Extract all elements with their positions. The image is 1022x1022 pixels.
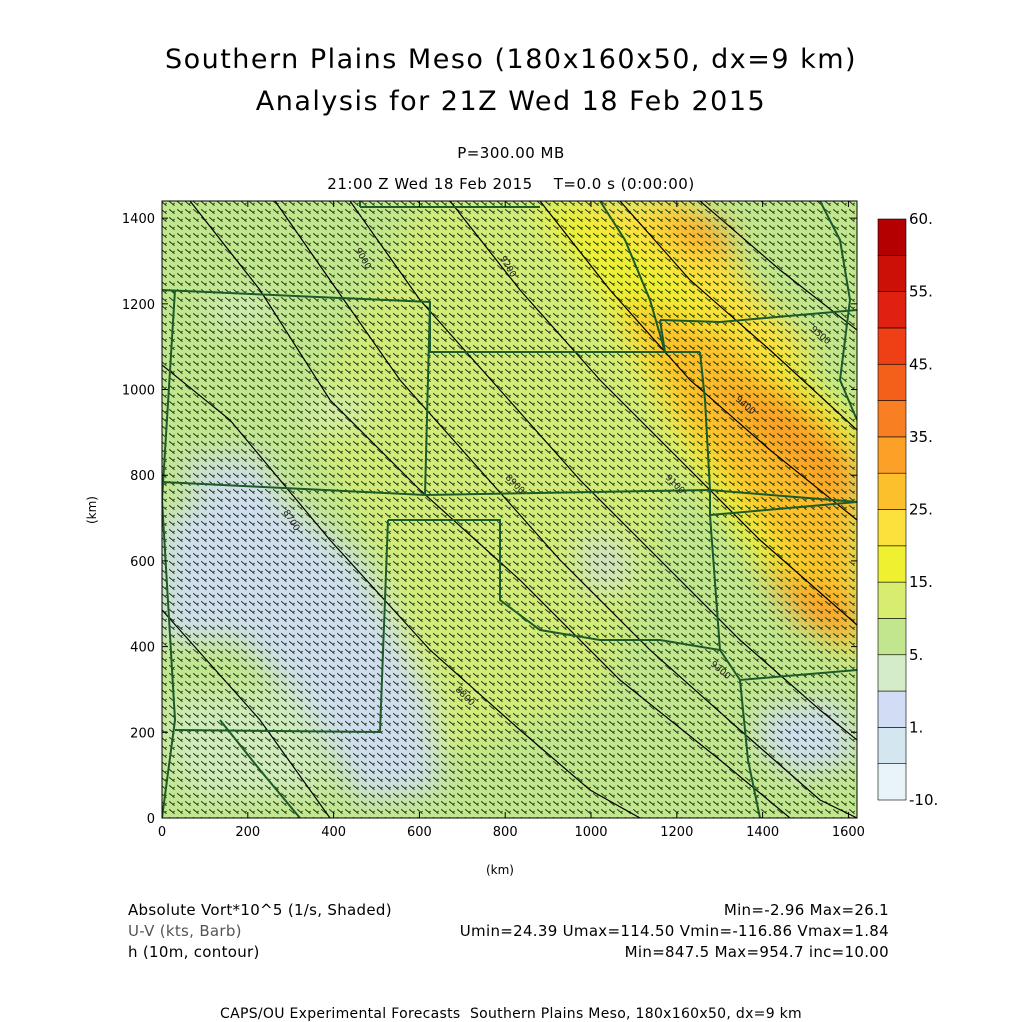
colorbar-label: 25. [909,501,933,519]
colorbar-swatch [877,327,907,365]
x-tick-label: 1200 [660,825,693,840]
contour-line [349,201,857,741]
credit-line: CAPS/OU Experimental Forecasts Southern … [220,1006,802,1022]
boundary-line [709,490,857,651]
colorbar-swatch [877,618,907,656]
colorbar-label: 15. [909,573,933,591]
y-tick-label: 0 [147,812,155,827]
boundary-line [388,519,857,682]
legend-field3-stats: Min=847.5 Max=954.7 inc=10.00 [624,943,889,961]
y-tick-label: 200 [130,726,155,741]
legend-field2-stats: Umin=24.39 Umax=114.50 Vmin=-116.86 Vmax… [459,922,889,940]
boundary-line [739,679,761,818]
colorbar-label: 1. [909,718,923,736]
y-tick-label: 1200 [122,298,155,313]
pressure-level: P=300.00 MB [457,144,565,162]
colorbar-swatch [877,581,907,619]
y-tick-label: 1400 [122,212,155,227]
colorbar-label: 60. [909,210,933,228]
chart-title: Southern Plains Meso (180x160x50, dx=9 k… [164,44,858,75]
colorbar-label: 55. [909,283,933,301]
colorbar-label: 5. [909,646,923,664]
contour-line [619,201,857,431]
colorbar-swatch [877,545,907,583]
x-tick-label: 400 [321,825,346,840]
colorbar-swatch [877,509,907,547]
colorbar-label: 45. [909,355,933,373]
height-contours [162,201,857,818]
contour-line [189,201,791,818]
contour-line [539,201,857,521]
y-tick-label: 400 [130,641,155,656]
contour-line [162,609,331,818]
x-tick-label: 200 [235,825,260,840]
legend-field1: Absolute Vort*10^5 (1/s, Shaded) [128,901,392,919]
contour-line [162,364,641,818]
boundary-line [599,201,666,353]
boundary-line [819,201,857,421]
colorbar-swatch [877,690,907,728]
axes: 0 200 400 600 800 1000 1200 1400 1600 0 200 400 600 8… [122,201,865,840]
boundary-line [699,351,711,491]
x-tick-label: 1400 [746,825,779,840]
boundary-line [162,289,177,818]
x-tick-label: 1600 [832,825,865,840]
boundary-line [174,519,389,734]
y-tick-label: 800 [130,469,155,484]
legend-field1-stats: Min=-2.96 Max=26.1 [723,901,889,919]
colorbar-swatch [877,218,907,256]
shaded-field [162,201,857,818]
wind-barbs [162,201,857,818]
x-tick-label: 600 [407,825,432,840]
colorbar-swatch [877,255,907,292]
colorbar-swatch [877,363,907,401]
y-tick-label: 1000 [122,384,155,399]
colorbar-swatch [877,472,907,510]
legend-field2: U-V (kts, Barb) [128,922,242,940]
x-axis-label: (km) [486,863,514,877]
colorbar-swatch [877,436,907,474]
boundary-line [359,201,540,208]
y-tick-label: 600 [130,555,155,570]
boundary-line [219,719,301,818]
colorbar-swatch [877,400,907,438]
x-tick-label: 0 [158,825,166,840]
colorbar-swatch [877,654,907,692]
y-axis-label: (km) [85,496,99,524]
colorbar: -10. 1. 5. 15. 25. 35. 45. 55. 60. [877,210,938,809]
chart-subtitle: Analysis for 21Z Wed 18 Feb 2015 [255,86,767,117]
colorbar-swatch [877,727,907,764]
legend-field3: h (10m, contour) [128,943,260,961]
colorbar-label: 35. [909,428,933,446]
colorbar-swatch [877,763,907,801]
contour-line [449,201,857,626]
plot-frame [161,200,858,819]
state-boundaries [162,201,857,818]
x-tick-label: 800 [493,825,518,840]
x-tick-label: 1000 [574,825,607,840]
contour-line [699,201,857,331]
contour-line [274,201,857,818]
colorbar-swatch [877,291,907,329]
colorbar-label: -10. [909,791,938,809]
valid-time: 21:00 Z Wed 18 Feb 2015 T=0.0 s (0:00:00… [327,175,695,193]
